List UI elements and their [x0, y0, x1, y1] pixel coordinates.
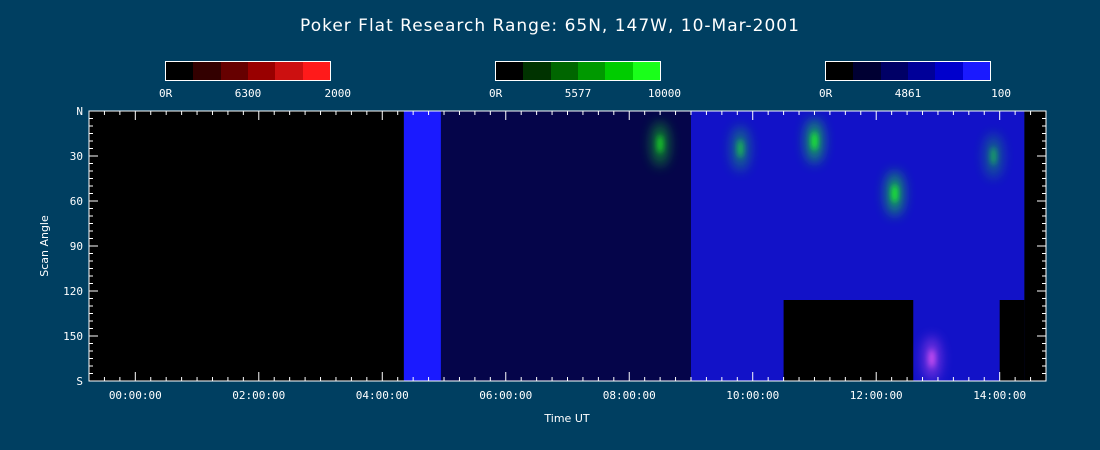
- colorbar-swatch: [853, 62, 881, 80]
- colorbar-swatch: [523, 62, 551, 80]
- colorbar-swatch: [577, 62, 606, 80]
- colorbar-6300-strip: [165, 61, 331, 81]
- emission-features: [651, 119, 1003, 381]
- x-tick-label: 02:00:00: [232, 389, 285, 402]
- x-tick-label: 04:00:00: [356, 389, 409, 402]
- emission-feature-core: [990, 147, 997, 165]
- emission-feature-core: [928, 349, 935, 368]
- colorbar-swatch: [935, 62, 963, 80]
- data-region: [783, 300, 914, 381]
- colorbar-4861-min: 0R: [819, 87, 833, 100]
- data-region: [440, 111, 691, 381]
- colorbar-swatch: [605, 62, 633, 80]
- colorbar-6300: 0R 6300 2000: [159, 61, 351, 101]
- colorbar-4861-strip: [825, 61, 991, 81]
- emission-feature-core: [891, 184, 898, 203]
- colorbar-swatch: [302, 62, 330, 80]
- emission-feature-core: [657, 135, 664, 153]
- x-tick-label: 14:00:00: [973, 389, 1026, 402]
- colorbar-swatch: [166, 62, 194, 80]
- colorbar-swatch: [907, 62, 936, 80]
- y-tick-label: 120: [63, 285, 83, 298]
- x-axis-title: Time UT: [543, 412, 589, 425]
- colorbar-5577-strip: [495, 61, 661, 81]
- colorbar-5577-min: 0R: [489, 87, 503, 100]
- x-tick-label: 10:00:00: [726, 389, 779, 402]
- colorbar-6300-wavelength: 6300: [234, 87, 262, 100]
- colorbar-5577-wavelength: 5577: [564, 87, 592, 100]
- colorbar-5577-max: 10000: [647, 87, 681, 100]
- colorbar-swatch: [275, 62, 303, 80]
- colorbar-swatch: [193, 62, 221, 80]
- colorbar-4861-wavelength: 4861: [894, 87, 922, 100]
- colorbar-swatch: [880, 62, 908, 80]
- x-tick-label: 08:00:00: [603, 389, 656, 402]
- data-region: [1024, 111, 1046, 381]
- colorbar-swatch: [247, 62, 276, 80]
- chart-title: Poker Flat Research Range: 65N, 147W, 10…: [300, 16, 800, 36]
- data-region: [403, 111, 441, 381]
- colorbar-swatch: [496, 62, 524, 80]
- emission-feature-core: [737, 139, 744, 158]
- axis-ticks: 00:00:00 02:00:00 04:00:00 06:00:00 08:00:00…: [63, 105, 1047, 402]
- colorbar-6300-min: 0R: [159, 87, 173, 100]
- y-tick-label: 90: [70, 240, 83, 253]
- data-region: [999, 300, 1025, 381]
- colorbar-swatch: [220, 62, 248, 80]
- colorbar-swatch: [962, 62, 990, 80]
- y-tick-label: N: [76, 105, 83, 118]
- colorbar-6300-max: 2000: [324, 87, 352, 100]
- y-tick-label: 150: [63, 330, 83, 343]
- x-tick-label: 00:00:00: [109, 389, 162, 402]
- y-tick-label: S: [76, 375, 83, 388]
- y-tick-label: 30: [70, 150, 83, 163]
- y-axis-title: Scan Angle: [38, 215, 51, 277]
- data-regions: [89, 111, 1046, 381]
- colorbar-swatch: [826, 62, 854, 80]
- colorbar-5577: 0R 5577 10000: [489, 61, 681, 101]
- emission-feature-core: [811, 132, 818, 150]
- x-tick-label: 12:00:00: [850, 389, 903, 402]
- colorbar-swatch: [632, 62, 660, 80]
- data-region: [89, 111, 404, 381]
- x-tick-label: 06:00:00: [479, 389, 532, 402]
- y-tick-label: 60: [70, 195, 83, 208]
- colorbar-4861-max: 100: [991, 87, 1011, 100]
- colorbar-swatch: [550, 62, 578, 80]
- colorbar-4861: 0R 4861 100: [819, 61, 1011, 101]
